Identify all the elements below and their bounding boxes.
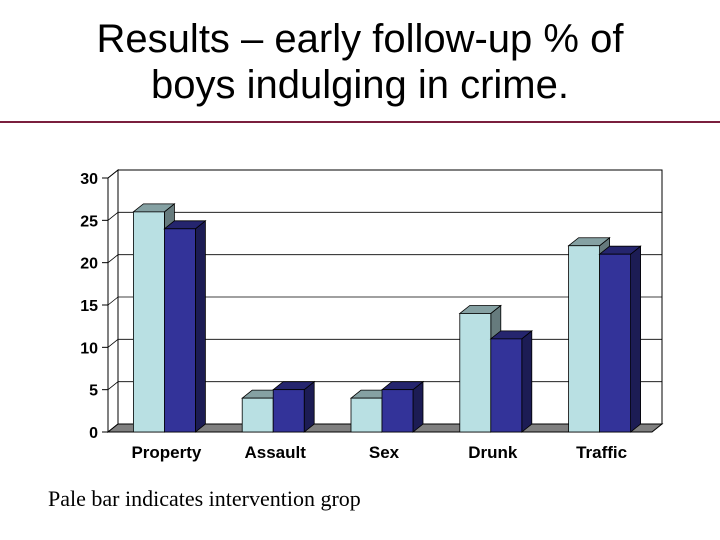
y-tick-label: 15 xyxy=(80,298,98,315)
x-tick-label: Assault xyxy=(244,443,306,462)
y-tick-label: 0 xyxy=(89,425,98,442)
title-line-2: boys indulging in crime. xyxy=(151,63,569,107)
gridline-side xyxy=(107,296,119,306)
y-tick-label: 5 xyxy=(89,383,98,400)
bar xyxy=(350,397,383,433)
bar-side xyxy=(194,219,206,433)
gridline-side xyxy=(107,212,119,221)
gridline-side xyxy=(107,381,119,390)
title-line-1: Results – early follow-up % of xyxy=(96,17,624,61)
x-tick-label: Property xyxy=(131,443,201,462)
bar xyxy=(459,313,492,433)
bar xyxy=(132,211,165,433)
bar xyxy=(272,389,305,433)
bar xyxy=(241,397,274,433)
title-divider xyxy=(0,121,720,123)
gridline-side xyxy=(107,169,119,179)
bar xyxy=(490,338,523,433)
bar-side xyxy=(303,380,315,433)
bar xyxy=(599,253,631,433)
y-tick-label: 20 xyxy=(80,256,98,273)
x-tick-label: Traffic xyxy=(576,443,627,462)
gridline-side xyxy=(107,339,119,348)
x-tick-label: Sex xyxy=(369,443,400,462)
bar-chart: 0 5 10 15 20 25 30 Property Assault Sex Drunk Traff… xyxy=(80,168,664,462)
bar xyxy=(163,228,196,433)
bar-side xyxy=(630,245,641,433)
x-tick-label: Drunk xyxy=(468,443,518,462)
gridline-side xyxy=(107,254,119,263)
y-tick-label: 10 xyxy=(80,340,98,357)
y-tick-label: 25 xyxy=(80,213,98,230)
bar xyxy=(568,245,600,433)
y-tick-label: 30 xyxy=(80,171,98,188)
bar xyxy=(381,389,414,433)
slide-title: Results – early follow-up % of boys indu… xyxy=(20,16,700,108)
chart-caption: Pale bar indicates intervention grop xyxy=(48,486,361,511)
bar-side xyxy=(412,380,424,433)
bar-side xyxy=(521,330,533,433)
